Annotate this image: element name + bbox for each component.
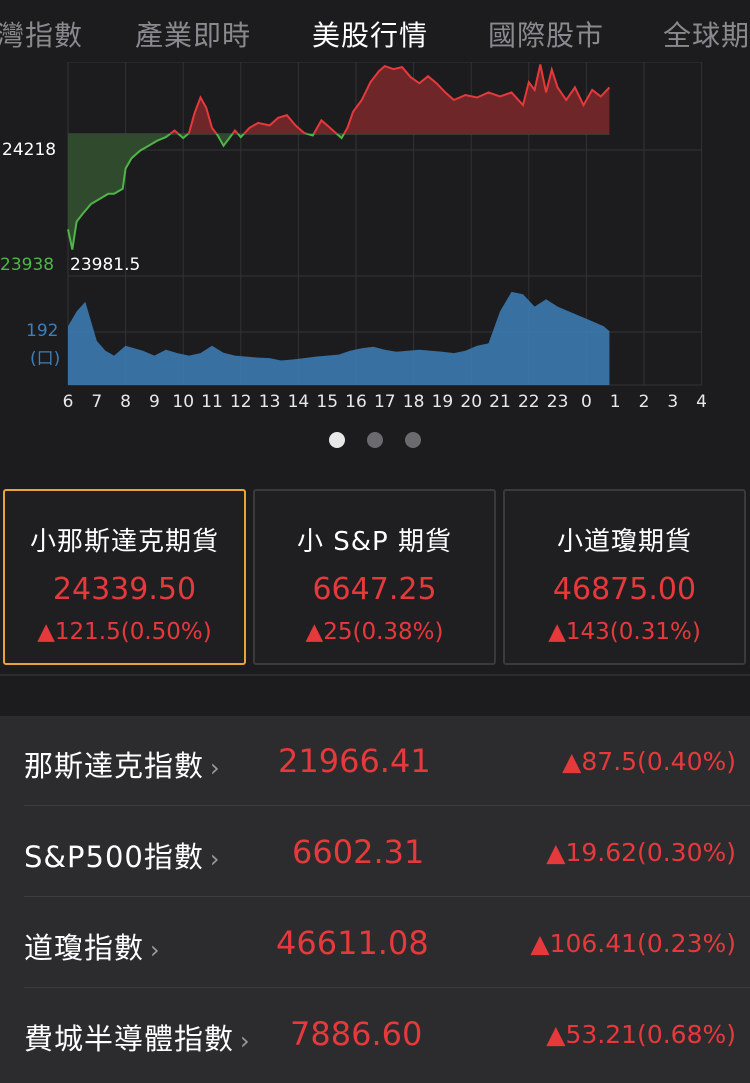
index-value: 6602.31: [292, 833, 425, 871]
market-tabs: 灣指數 產業即時 美股行情 國際股市 全球期: [0, 0, 750, 68]
index-row-dow[interactable]: 道瓊指數 › 46611.08 ▲106.41(0.23%): [0, 898, 750, 988]
pager-dot[interactable]: [367, 432, 383, 448]
index-name-text: 費城半導體指數: [24, 1022, 235, 1056]
index-name-text: 那斯達克指數: [24, 749, 205, 783]
low-price-label: 23938: [0, 255, 55, 275]
x-tick-label: 2: [639, 392, 650, 412]
index-row-sox[interactable]: 費城半導體指數 › 7886.60 ▲53.21(0.68%): [0, 989, 750, 1079]
tab-taiwan-index[interactable]: 灣指數: [0, 19, 84, 52]
index-change: ▲106.41(0.23%): [530, 929, 736, 958]
x-tick-label: 19: [432, 392, 454, 412]
index-row-nasdaq[interactable]: 那斯達克指數 › 21966.41 ▲87.5(0.40%): [0, 716, 750, 806]
x-tick-label: 17: [374, 392, 396, 412]
index-name: 那斯達克指數 ›: [24, 743, 221, 785]
x-tick-label: 1: [610, 392, 621, 412]
pager-dot[interactable]: [405, 432, 421, 448]
chart-svg: 6 7 8 9 10 11 12 13 14 15 16 17 18 19 20 21 22 23 0 1 2 3 4: [63, 62, 707, 412]
futures-change: ▲143(0.31%): [548, 619, 701, 645]
row-divider: [24, 805, 750, 806]
price-line-up: [168, 64, 611, 135]
index-value: 7886.60: [290, 1015, 423, 1053]
pager-dot[interactable]: [329, 432, 345, 448]
x-tick-label: 16: [345, 392, 367, 412]
index-row-sp500[interactable]: S&P500指數 › 6602.31 ▲19.62(0.30%): [0, 807, 750, 897]
chevron-right-icon: ›: [210, 754, 221, 782]
x-tick-label: 18: [403, 392, 425, 412]
chevron-right-icon: ›: [209, 845, 221, 873]
section-divider: [0, 674, 750, 676]
futures-card-sp[interactable]: 小 S&P 期貨 6647.25 ▲25(0.38%): [253, 489, 496, 665]
low-value-label: 23981.5: [70, 255, 141, 275]
intraday-chart[interactable]: 6 7 8 9 10 11 12 13 14 15 16 17 18 19 20 21 22 23 0 1 2 3 4 24…: [0, 62, 750, 422]
row-divider: [24, 896, 750, 897]
volume-max-label: 192: [26, 321, 59, 341]
x-tick-label: 0: [581, 392, 592, 412]
price-area-down: [68, 134, 610, 250]
x-tick-label: 11: [201, 392, 223, 412]
x-tick-label: 6: [63, 392, 74, 412]
futures-price: 6647.25: [312, 572, 437, 607]
x-tick-label: 22: [518, 392, 540, 412]
tab-industry-live[interactable]: 產業即時: [135, 19, 252, 52]
futures-change: ▲121.5(0.50%): [37, 619, 212, 645]
chevron-right-icon: ›: [150, 936, 161, 964]
index-change: ▲19.62(0.30%): [546, 838, 736, 867]
index-change: ▲87.5(0.40%): [562, 747, 736, 776]
index-name: 費城半導體指數 ›: [24, 1016, 251, 1058]
futures-name: 小 S&P 期貨: [297, 527, 452, 557]
x-tick-label: 14: [288, 392, 310, 412]
index-list: 那斯達克指數 › 21966.41 ▲87.5(0.40%) S&P500指數 › …: [0, 716, 750, 1083]
x-tick-label: 21: [489, 392, 511, 412]
tab-us-stocks[interactable]: 美股行情: [312, 19, 429, 52]
index-value: 46611.08: [276, 924, 429, 962]
volume-unit-label: (口): [30, 349, 61, 369]
index-name: 道瓊指數 ›: [24, 925, 161, 967]
chart-pager: [0, 432, 750, 448]
row-divider: [24, 987, 750, 988]
futures-name: 小那斯達克期貨: [29, 527, 219, 557]
x-tick-label: 7: [91, 392, 102, 412]
futures-price: 24339.50: [52, 572, 197, 607]
index-change: ▲53.21(0.68%): [546, 1020, 736, 1049]
x-tick-label: 4: [696, 392, 707, 412]
price-line-down: [67, 134, 346, 250]
x-tick-label: 12: [230, 392, 252, 412]
tab-global-futures[interactable]: 全球期: [663, 19, 750, 52]
index-name-text: S&P500指數: [24, 840, 204, 874]
x-tick-label: 9: [149, 392, 160, 412]
futures-card-dow[interactable]: 小道瓊期貨 46875.00 ▲143(0.31%): [503, 489, 746, 665]
volume-area: [68, 291, 610, 385]
futures-change: ▲25(0.38%): [305, 619, 444, 645]
x-tick-label: 3: [667, 392, 678, 412]
x-tick-label: 8: [120, 392, 131, 412]
futures-card-nasdaq[interactable]: 小那斯達克期貨 24339.50 ▲121.5(0.50%): [3, 489, 246, 665]
index-name-text: 道瓊指數: [24, 931, 145, 965]
index-value: 21966.41: [278, 742, 431, 780]
futures-name: 小道瓊期貨: [556, 527, 692, 557]
x-tick-label: 20: [460, 392, 482, 412]
x-tick-label: 15: [316, 392, 338, 412]
chevron-right-icon: ›: [240, 1027, 251, 1055]
tab-international-stocks[interactable]: 國際股市: [488, 19, 605, 52]
x-tick-label: 10: [172, 392, 194, 412]
reference-price-label: 24218: [2, 140, 57, 160]
index-name: S&P500指數 ›: [24, 834, 220, 876]
x-tick-label: 13: [259, 392, 281, 412]
futures-price: 46875.00: [552, 572, 697, 607]
price-area-up: [68, 64, 610, 135]
x-tick-label: 23: [547, 392, 569, 412]
